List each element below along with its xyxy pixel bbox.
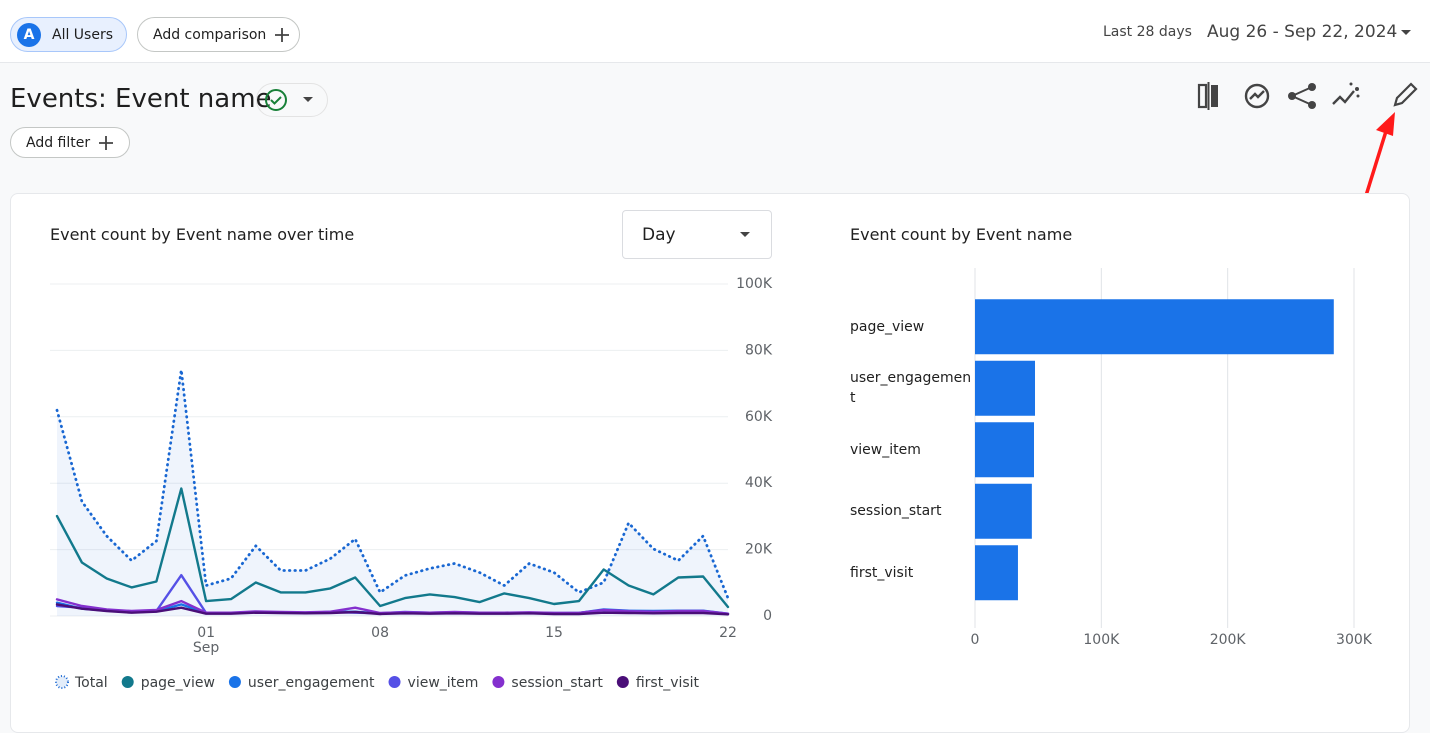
add-comparison-label: Add comparison [153, 26, 267, 43]
legend-swatch [228, 676, 241, 688]
legend-item[interactable]: page_view [121, 675, 215, 691]
legend-label: page_view [141, 675, 215, 691]
y-tick-label: 40K [745, 475, 773, 491]
legend-label: session_start [511, 675, 603, 691]
legend-swatch [121, 676, 134, 688]
series-line [55, 368, 730, 600]
y-category-label: user_engagement [850, 370, 972, 407]
segment-label: All Users [52, 26, 114, 43]
y-tick-label: 80K [745, 342, 773, 358]
legend-item[interactable]: user_engagement [228, 675, 375, 691]
insights-icon[interactable] [1244, 83, 1270, 109]
legend-label: user_engagement [248, 675, 375, 691]
x-month-label: Sep [193, 640, 220, 656]
x-tick-label: 100K [1083, 632, 1120, 648]
date-range[interactable]: Aug 26 - Sep 22, 2024 [1207, 22, 1398, 42]
legend-swatch [616, 676, 629, 688]
x-tick-label: 200K [1210, 632, 1247, 648]
series-line [55, 487, 730, 609]
y-category-label: first_visit [850, 564, 914, 581]
x-tick-label: 300K [1336, 632, 1373, 648]
total-area [57, 370, 728, 616]
compare-icon[interactable] [1197, 82, 1218, 110]
check-icon [265, 89, 287, 111]
x-tick-label: 01 [197, 625, 215, 641]
interval-dropdown[interactable]: Day [622, 210, 772, 259]
x-tick-label: 0 [971, 632, 980, 648]
bar [975, 360, 1036, 416]
y-category-label: page_view [850, 318, 925, 335]
date-range-label: Last 28 days [1103, 24, 1192, 40]
bar [975, 422, 1034, 478]
y-category-label: view_item [850, 441, 921, 458]
y-tick-label: 100K [736, 276, 773, 292]
x-tick-label: 15 [545, 625, 563, 641]
legend-swatch [388, 676, 401, 688]
legend-swatch [55, 675, 69, 689]
line-chart-title: Event count by Event name over time [50, 225, 355, 244]
date-caret[interactable] [1400, 29, 1412, 37]
title-status-menu[interactable] [256, 83, 328, 117]
legend-item[interactable]: first_visit [616, 675, 700, 691]
toolbar-icons [1197, 82, 1418, 203]
share-icon[interactable] [1288, 83, 1316, 109]
y-tick-label: 60K [745, 409, 773, 425]
interval-caret [740, 231, 750, 237]
legend-item[interactable]: view_item [388, 675, 479, 691]
legend-item[interactable]: Total [55, 675, 108, 691]
y-category-label: session_start [850, 503, 942, 520]
add-filter-button[interactable]: Add filter [10, 127, 130, 158]
plus-icon [99, 135, 114, 150]
add-comparison-button[interactable]: Add comparison [137, 17, 300, 52]
add-filter-label: Add filter [26, 134, 91, 151]
plus-icon [275, 27, 290, 42]
bar [975, 483, 1032, 539]
bar-chart-title: Event count by Event name [850, 225, 1073, 244]
interval-label: Day [642, 224, 676, 245]
segment-chip[interactable]: A All Users [10, 17, 127, 52]
legend-label: first_visit [636, 675, 700, 691]
chart-card [10, 193, 1410, 733]
x-tick-label: 22 [719, 625, 737, 641]
y-tick-label: 20K [745, 542, 773, 558]
segment-badge: A [17, 22, 41, 47]
legend-label: view_item [408, 675, 479, 691]
legend-item[interactable]: session_start [492, 675, 603, 691]
red-arrow-annotation [1362, 112, 1395, 203]
title-caret [303, 97, 313, 102]
legend-swatch [492, 676, 505, 688]
legend-label: Total [74, 675, 108, 691]
bar [975, 299, 1334, 355]
page-title: Events: Event name [10, 84, 272, 114]
edit-icon[interactable] [1393, 82, 1418, 107]
series-line [55, 603, 730, 616]
trend-icon[interactable] [1332, 82, 1360, 105]
bar [975, 545, 1018, 601]
x-tick-label: 08 [371, 625, 389, 641]
y-tick-label: 0 [763, 608, 772, 624]
